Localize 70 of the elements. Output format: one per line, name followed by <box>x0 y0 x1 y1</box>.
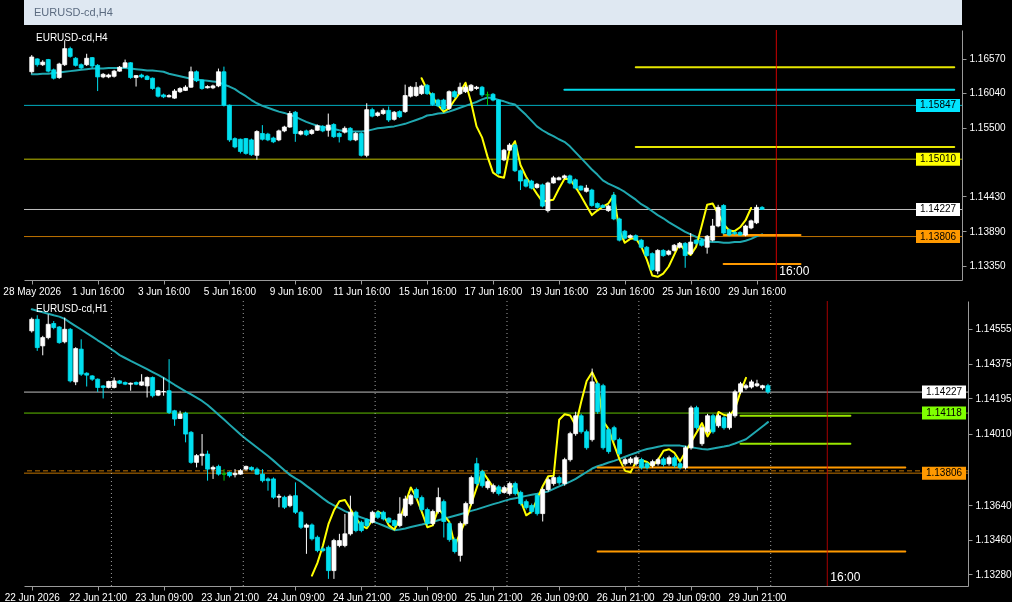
candlestick <box>682 241 688 269</box>
x-tick-label: 25 Jun 21:00 <box>464 591 524 603</box>
x-tick-label: 29 Jun 21:00 <box>728 591 787 603</box>
ref-line-label: 1.14227 <box>919 203 957 215</box>
x-tick-label: 24 Jun 09:00 <box>267 591 326 603</box>
y-tick-label: 1.14010 <box>975 428 1013 440</box>
x-tick-label: 22 Jun 2026 <box>4 591 61 603</box>
y-tick-label: 1.13640 <box>975 499 1013 511</box>
candlestick <box>205 450 210 482</box>
candlestick <box>150 375 156 398</box>
x-tick-label: 9 Jun 16:00 <box>269 285 323 297</box>
ref-line-label: 1.14227 <box>925 386 963 398</box>
y-tick-label: 1.16040 <box>969 87 1007 99</box>
ref-line-label: 1.15010 <box>919 153 957 165</box>
ref-line-label: 1.14118 <box>926 407 963 419</box>
x-tick-label: 22 Jun 21:00 <box>69 591 128 603</box>
candlestick <box>688 232 694 256</box>
candlestick <box>441 499 447 538</box>
y-tick-label: 1.15500 <box>969 122 1007 134</box>
x-tick-label: 15 Jun 16:00 <box>398 285 457 297</box>
y-tick-label: 1.16570 <box>969 53 1007 65</box>
chart-title: EURUSD-cd,H4 <box>36 32 109 43</box>
x-tick-label: 29 Jun 16:00 <box>728 285 787 297</box>
candlestick <box>358 131 364 158</box>
x-tick-label: 1 Jun 16:00 <box>72 285 125 297</box>
y-tick-label: 1.14195 <box>975 392 1013 404</box>
annotation: 16:00 <box>830 570 861 584</box>
x-tick-label: 3 Jun 16:00 <box>137 285 191 297</box>
x-tick-label: 23 Jun 09:00 <box>135 591 194 603</box>
x-tick-label: 26 Jun 09:00 <box>530 591 590 603</box>
x-tick-label: 26 Jun 21:00 <box>596 591 655 603</box>
x-tick-label: 25 Jun 16:00 <box>662 285 721 297</box>
candlestick <box>254 129 260 161</box>
x-tick-label: 23 Jun 21:00 <box>201 591 260 603</box>
y-tick-label: 1.13890 <box>969 225 1007 237</box>
candlestick <box>292 110 298 143</box>
candlestick <box>210 465 216 480</box>
x-tick-label: 17 Jun 16:00 <box>464 285 523 297</box>
x-tick-label: 11 Jun 16:00 <box>333 285 391 297</box>
candlestick <box>325 113 331 138</box>
y-tick-label: 1.13460 <box>975 534 1013 546</box>
candlestick <box>710 413 716 435</box>
y-tick-label: 1.13280 <box>975 568 1013 580</box>
x-tick-label: 28 May 2026 <box>3 285 62 297</box>
chart-title: EURUSD-cd,H1 <box>36 303 109 314</box>
candlestick <box>221 468 227 482</box>
x-tick-label: 19 Jun 16:00 <box>530 285 589 297</box>
y-tick-label: 1.14375 <box>975 358 1013 370</box>
line-series <box>310 371 747 577</box>
candlestick <box>133 74 139 88</box>
x-tick-label: 24 Jun 21:00 <box>332 591 392 603</box>
ref-line-label: 1.15847 <box>919 99 957 111</box>
x-tick-label: 25 Jun 09:00 <box>398 591 458 603</box>
candlestick <box>29 54 35 75</box>
text: EURUSD-cd,H4 <box>34 5 113 18</box>
y-tick-label: 1.14430 <box>969 190 1007 202</box>
x-tick-label: 5 Jun 16:00 <box>203 285 257 297</box>
annotation: 16:00 <box>779 264 810 278</box>
y-tick-label: 1.13350 <box>969 260 1007 272</box>
ref-line-label: 1.13806 <box>925 467 963 479</box>
x-tick-label: 29 Jun 09:00 <box>662 591 721 603</box>
candlestick <box>446 89 452 111</box>
candlestick <box>694 405 699 431</box>
candlestick <box>304 522 309 555</box>
candlestick <box>655 248 661 275</box>
ref-line-label: 1.13806 <box>919 230 957 242</box>
x-tick-label: 23 Jun 16:00 <box>596 285 655 297</box>
y-tick-label: 1.14555 <box>975 323 1013 335</box>
candlestick <box>62 317 68 344</box>
candlestick <box>276 493 282 508</box>
